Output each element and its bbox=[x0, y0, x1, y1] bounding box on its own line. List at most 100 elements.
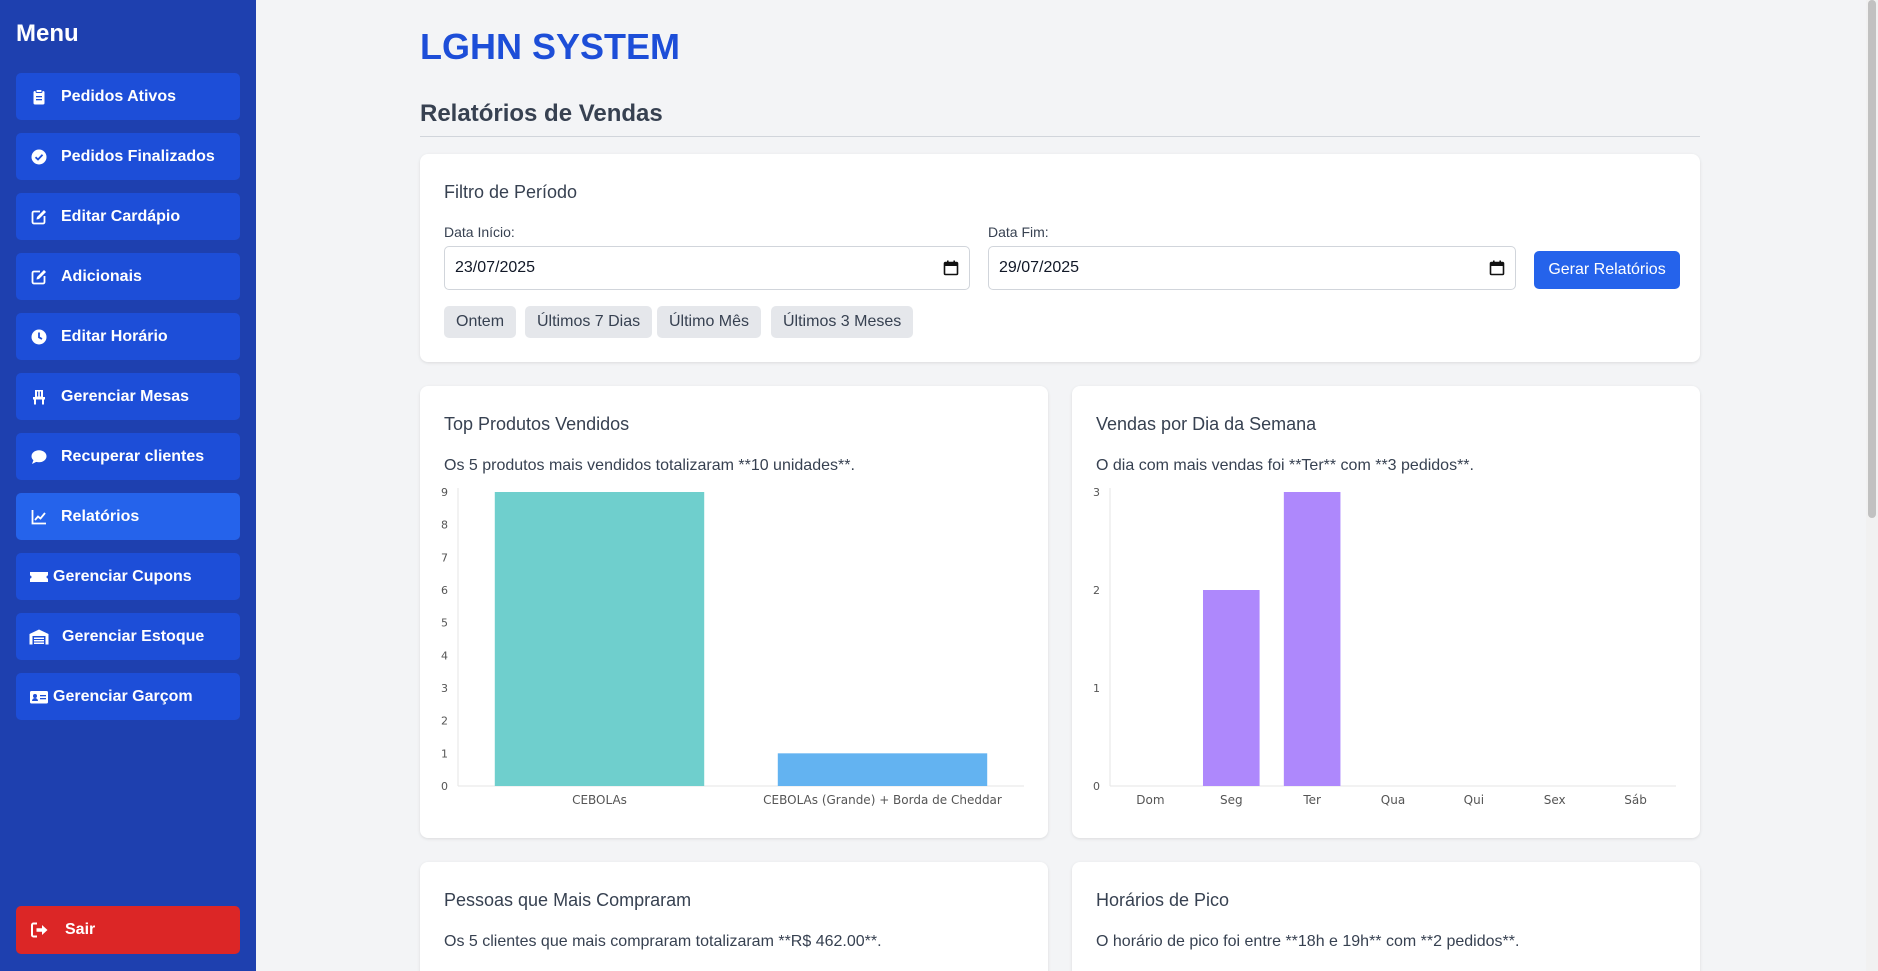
y-tick-label: 4 bbox=[441, 649, 448, 662]
y-tick-label: 8 bbox=[441, 519, 448, 532]
warehouse-icon bbox=[29, 629, 49, 644]
start-date-label: Data Início: bbox=[444, 224, 515, 240]
sidebar: Menu Pedidos Ativos Pedidos Finalizados … bbox=[0, 0, 256, 971]
y-tick-label: 3 bbox=[441, 682, 448, 695]
top-products-card: Top Produtos Vendidos Os 5 produtos mais… bbox=[420, 386, 1048, 838]
top-customers-summary: Os 5 clientes que mais compraram totaliz… bbox=[444, 933, 882, 950]
edit-icon bbox=[31, 209, 46, 224]
y-tick-label: 1 bbox=[441, 747, 448, 760]
y-tick-label: 7 bbox=[441, 551, 448, 564]
id-card-icon bbox=[30, 690, 48, 703]
sidebar-item-gerenciar-cupons[interactable]: Gerenciar Cupons bbox=[16, 553, 240, 600]
quick-filter-last-3-months[interactable]: Últimos 3 Meses bbox=[771, 306, 914, 338]
calendar-icon[interactable] bbox=[943, 260, 959, 276]
end-date-value: 29/07/2025 bbox=[999, 259, 1080, 276]
y-tick-label: 5 bbox=[441, 617, 448, 630]
chair-icon bbox=[33, 389, 45, 404]
sidebar-item-label: Relatórios bbox=[61, 507, 140, 525]
sidebar-item-pedidos-finalizados[interactable]: Pedidos Finalizados bbox=[16, 133, 240, 180]
app-title: LGHN SYSTEM bbox=[420, 26, 681, 67]
start-date-value: 23/07/2025 bbox=[455, 259, 536, 276]
filter-title: Filtro de Período bbox=[444, 182, 578, 202]
quick-filter-last-month[interactable]: Último Mês bbox=[657, 306, 762, 338]
edit-icon bbox=[31, 269, 46, 284]
x-tick-label: CEBOLAs (Grande) + Borda de Cheddar bbox=[763, 793, 1002, 807]
sidebar-title: Menu bbox=[16, 20, 79, 47]
quick-filter-yesterday[interactable]: Ontem bbox=[444, 306, 517, 338]
top-products-summary: Os 5 produtos mais vendidos totalizaram … bbox=[444, 457, 855, 474]
page-title: Relatórios de Vendas bbox=[420, 100, 663, 127]
logout-label: Sair bbox=[65, 921, 96, 938]
y-tick-label: 9 bbox=[441, 486, 448, 499]
sidebar-item-adicionais[interactable]: Adicionais bbox=[16, 253, 240, 300]
sidebar-item-label: Gerenciar Garçom bbox=[53, 687, 193, 705]
bar[interactable] bbox=[777, 753, 988, 786]
x-tick-label: CEBOLAs bbox=[572, 793, 627, 807]
peak-hours-card: Horários de Pico O horário de pico foi e… bbox=[1072, 862, 1700, 971]
x-tick-label: Dom bbox=[1136, 793, 1164, 807]
peak-hours-title: Horários de Pico bbox=[1096, 890, 1230, 910]
bar[interactable] bbox=[1202, 590, 1260, 786]
sidebar-item-label: Gerenciar Mesas bbox=[61, 387, 190, 405]
sidebar-item-label: Pedidos Finalizados bbox=[61, 147, 215, 165]
sidebar-item-pedidos-ativos[interactable]: Pedidos Ativos bbox=[16, 73, 240, 120]
sidebar-item-gerenciar-estoque[interactable]: Gerenciar Estoque bbox=[16, 613, 240, 660]
page-scrollbar[interactable] bbox=[1866, 0, 1878, 971]
y-tick-label: 2 bbox=[441, 715, 448, 728]
sidebar-nav: Pedidos Ativos Pedidos Finalizados Edita… bbox=[16, 73, 240, 733]
scrollbar-thumb[interactable] bbox=[1868, 0, 1876, 518]
sidebar-item-relatorios[interactable]: Relatórios bbox=[16, 493, 240, 540]
chat-icon bbox=[31, 449, 47, 464]
sidebar-item-label: Gerenciar Estoque bbox=[62, 627, 205, 645]
weekday-sales-summary: O dia com mais vendas foi **Ter** com **… bbox=[1096, 457, 1474, 474]
x-tick-label: Qui bbox=[1464, 793, 1484, 807]
top-products-title: Top Produtos Vendidos bbox=[444, 414, 630, 434]
sidebar-item-editar-horario[interactable]: Editar Horário bbox=[16, 313, 240, 360]
y-tick-label: 1 bbox=[1093, 682, 1100, 695]
top-products-chart: 0 1 2 3 4 5 6 7 8 9 CEBOLAs CEBOLAs (Grande) + Bord… bbox=[441, 486, 1024, 807]
x-tick-label: Qua bbox=[1381, 793, 1405, 807]
y-tick-label: 6 bbox=[441, 584, 448, 597]
sign-out-icon bbox=[31, 922, 48, 938]
weekday-sales-card: Vendas por Dia da Semana O dia com mais … bbox=[1072, 386, 1700, 838]
clipboard-icon bbox=[33, 88, 45, 104]
y-tick-label: 2 bbox=[1093, 584, 1100, 597]
ticket-icon bbox=[30, 571, 48, 582]
y-tick-label: 3 bbox=[1093, 486, 1100, 499]
clock-icon bbox=[31, 329, 47, 344]
generate-reports-button[interactable]: Gerar Relatórios bbox=[1534, 251, 1680, 289]
period-filter-card: Filtro de Período Data Início: 23/07/202… bbox=[420, 154, 1700, 362]
sidebar-item-label: Pedidos Ativos bbox=[61, 87, 176, 105]
quick-filter-last-7-days[interactable]: Últimos 7 Dias bbox=[525, 306, 653, 338]
weekday-sales-title: Vendas por Dia da Semana bbox=[1096, 414, 1317, 434]
sidebar-item-gerenciar-garcom[interactable]: Gerenciar Garçom bbox=[16, 673, 240, 720]
sidebar-item-recuperar-clientes[interactable]: Recuperar clientes bbox=[16, 433, 240, 480]
sidebar-item-label: Gerenciar Cupons bbox=[53, 567, 192, 585]
top-customers-card: Pessoas que Mais Compraram Os 5 clientes… bbox=[420, 862, 1048, 971]
title-divider bbox=[420, 136, 1700, 137]
y-tick-label: 0 bbox=[1093, 780, 1100, 793]
sidebar-item-label: Adicionais bbox=[61, 267, 142, 285]
x-tick-label: Ter bbox=[1302, 793, 1321, 807]
end-date-label: Data Fim: bbox=[988, 224, 1049, 240]
end-date-input[interactable]: 29/07/2025 bbox=[988, 246, 1516, 290]
sidebar-item-label: Recuperar clientes bbox=[61, 447, 205, 465]
x-tick-label: Sáb bbox=[1624, 793, 1647, 807]
bar[interactable] bbox=[1283, 492, 1341, 786]
x-tick-label: Sex bbox=[1544, 793, 1566, 807]
check-circle-icon bbox=[31, 149, 47, 164]
x-tick-label: Seg bbox=[1220, 793, 1243, 807]
bar[interactable] bbox=[494, 492, 705, 786]
main-content: LGHN SYSTEM Relatórios de Vendas Filtro … bbox=[256, 0, 1866, 971]
logout-button[interactable]: Sair bbox=[16, 906, 240, 954]
sidebar-item-editar-cardapio[interactable]: Editar Cardápio bbox=[16, 193, 240, 240]
sidebar-item-label: Editar Horário bbox=[61, 327, 168, 345]
top-customers-title: Pessoas que Mais Compraram bbox=[444, 890, 692, 910]
calendar-icon[interactable] bbox=[1489, 260, 1505, 276]
start-date-input[interactable]: 23/07/2025 bbox=[444, 246, 970, 290]
sidebar-item-label: Editar Cardápio bbox=[61, 207, 181, 225]
sidebar-item-gerenciar-mesas[interactable]: Gerenciar Mesas bbox=[16, 373, 240, 420]
peak-hours-summary: O horário de pico foi entre **18h e 19h*… bbox=[1096, 933, 1520, 950]
y-tick-label: 0 bbox=[441, 780, 448, 793]
weekday-sales-chart: 0 1 2 3 Dom Seg Ter Qua Qui Sex Sáb bbox=[1093, 486, 1676, 807]
